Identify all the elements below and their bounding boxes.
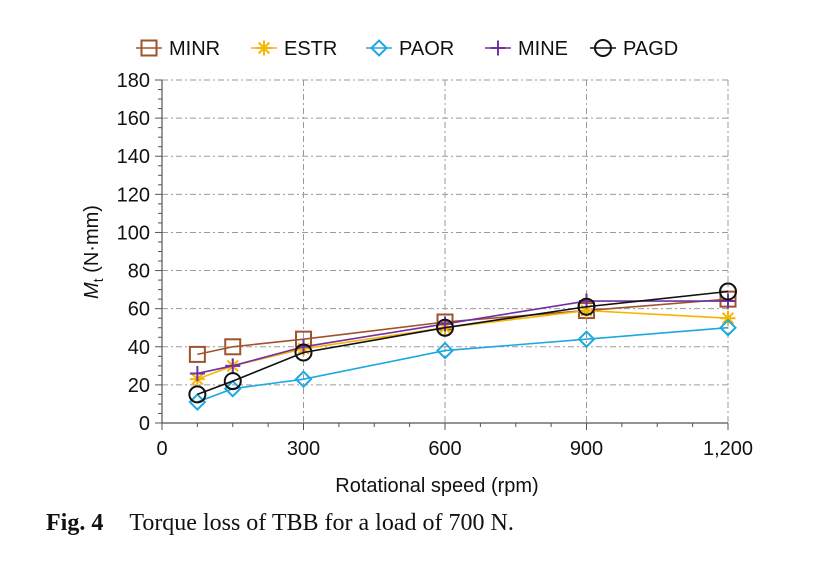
data-point: [294, 370, 313, 389]
data-point: [225, 358, 241, 374]
y-tick-label: 140: [117, 146, 150, 168]
y-tick-label: 0: [139, 413, 150, 435]
data-point: [140, 39, 158, 57]
data-point: [594, 39, 612, 57]
series-line: [197, 300, 728, 375]
y-tick-label: 20: [128, 375, 150, 397]
figure-label: Fig. 4: [46, 510, 104, 536]
legend-item-estr: ESTR: [251, 38, 337, 60]
legend-label: PAOR: [399, 38, 454, 60]
figure-caption: Fig. 4 Torque loss of TBB for a load of 7…: [46, 510, 514, 537]
data-point: [370, 39, 388, 57]
y-tick-label: 80: [128, 261, 150, 283]
y-tick-label: 120: [117, 184, 150, 206]
x-axis-title: Rotational speed (rpm): [335, 475, 538, 497]
series-line: [197, 290, 729, 396]
y-tick-label: 60: [128, 299, 150, 321]
data-point: [436, 318, 454, 337]
x-tick-label: 1,200: [703, 438, 753, 460]
y-axis-title-unit: (N·mm): [81, 205, 103, 278]
legend-label: ESTR: [284, 38, 337, 60]
data-point: [223, 372, 242, 391]
data-point: [256, 40, 272, 56]
series-estr: [189, 303, 736, 387]
data-series: [188, 282, 737, 411]
y-tick-label: 180: [117, 70, 150, 92]
x-tick-label: 300: [287, 438, 320, 460]
legend-label: PAGD: [623, 38, 678, 60]
series-pagd: [188, 282, 737, 404]
data-point: [577, 330, 596, 349]
legend-item-pagd: PAGD: [590, 38, 678, 60]
x-tick-label: 900: [570, 438, 603, 460]
data-point: [720, 293, 736, 309]
data-point: [294, 343, 313, 362]
data-point: [720, 310, 736, 326]
series-minr: [188, 290, 737, 363]
data-point: [436, 341, 454, 360]
series-mine: [189, 293, 736, 381]
grid-lines: [162, 79, 729, 423]
series-line: [197, 326, 729, 403]
series-line: [197, 309, 729, 380]
legend-item-paor: PAOR: [366, 38, 454, 60]
y-axis-title-subscript: t: [90, 278, 106, 282]
data-point: [188, 385, 207, 404]
y-tick-label: 160: [117, 108, 150, 130]
x-tick-label: 0: [156, 438, 167, 460]
figure-caption-text: Torque loss of TBB for a load of 700 N.: [129, 510, 514, 536]
data-point: [719, 318, 737, 337]
legend-item-mine: MINE: [485, 38, 568, 60]
data-point: [577, 297, 596, 316]
y-tick-label: 100: [117, 222, 150, 244]
legend-item-minr: MINR: [136, 38, 220, 60]
legend: MINR ESTR PAOR MINE PAGD: [136, 38, 678, 60]
x-tick-label: 600: [428, 438, 461, 460]
data-point: [189, 365, 205, 381]
y-tick-label: 40: [128, 337, 150, 359]
tick-labels: 0 20 40 60 80 100 120 140 160 180 0 300 600 900 1,200: [117, 70, 753, 460]
data-point: [224, 338, 242, 356]
series-line: [197, 298, 729, 356]
data-point: [579, 303, 594, 319]
data-point: [719, 282, 737, 301]
y-axis-title: Mt (N·mm): [81, 205, 106, 299]
legend-label: MINR: [169, 38, 220, 60]
data-point: [490, 40, 506, 56]
data-point: [188, 345, 206, 363]
y-axis-title-symbol: M: [81, 282, 103, 299]
axes: [155, 79, 729, 430]
legend-label: MINE: [518, 38, 568, 60]
